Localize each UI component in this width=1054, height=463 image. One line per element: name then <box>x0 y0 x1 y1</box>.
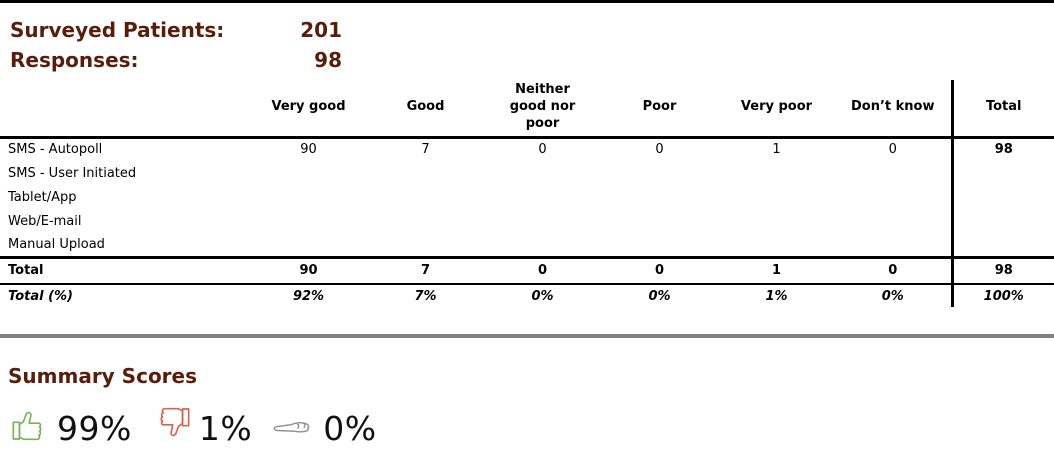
responses-row: Responses: 98 <box>10 45 1054 75</box>
positive-score-item <box>10 405 57 451</box>
total-cell: 7 <box>367 257 484 285</box>
stats-block: Surveyed Patients: 201 Responses: 98 <box>10 15 1054 75</box>
cell-value: 90 <box>300 142 317 158</box>
row-label: Tablet/App <box>8 189 77 205</box>
negative-score-value: 1% <box>198 408 253 448</box>
cell-row-total <box>950 161 1054 185</box>
percent-cell: 92% <box>292 288 325 304</box>
thumbs-down-icon <box>160 407 190 437</box>
cell-value <box>718 161 835 185</box>
cell-row-total <box>950 185 1054 209</box>
col-header-neither: Neither good nor poor <box>484 80 601 139</box>
percent-cell: 1% <box>765 288 788 304</box>
col-header-good: Good <box>367 80 484 139</box>
grand-total-cell: 98 <box>950 257 1054 285</box>
neutral-score-item <box>272 409 323 448</box>
thumbs-up-icon <box>12 411 42 441</box>
cell-value: 1 <box>772 142 781 158</box>
table-percent-row: Total (%) 92% 7% 0% 0% 1% 0% 100% <box>0 284 1054 307</box>
total-cell: 0 <box>601 257 718 285</box>
responses-label: Responses: <box>10 48 139 72</box>
cell-value <box>484 161 601 185</box>
cell-value <box>835 233 952 259</box>
table-row-tablet-app: Tablet/App <box>0 185 1054 209</box>
top-divider <box>0 0 1054 3</box>
percent-cell: 7% <box>414 288 437 304</box>
cell-row-total <box>950 209 1054 233</box>
col-header-poor: Poor <box>601 80 718 139</box>
col-header-total: Total <box>950 80 1054 139</box>
table-row-sms-autopoll: SMS - Autopoll 90 7 0 0 1 0 98 <box>0 137 1054 161</box>
cell-value <box>484 233 601 259</box>
positive-score-value: 99% <box>57 408 132 448</box>
table-row-web-email: Web/E-mail <box>0 209 1054 233</box>
total-cell: 90 <box>250 257 367 285</box>
cell-value: 0 <box>655 142 664 158</box>
pointing-hand-icon <box>273 421 310 432</box>
survey-results-table: Very good Good Neither good nor poor Poo… <box>0 80 1054 307</box>
neutral-score-value: 0% <box>323 408 377 448</box>
total-row-label: Total <box>0 257 250 285</box>
cell-value <box>250 161 367 185</box>
summary-scores-row: 99% 1% 0% <box>10 405 1054 451</box>
percent-cell: 0% <box>881 288 904 304</box>
cell-value <box>250 233 367 259</box>
cell-value <box>484 185 601 209</box>
cell-value: 0 <box>888 142 897 158</box>
cell-value <box>718 185 835 209</box>
percent-cell: 0% <box>648 288 671 304</box>
total-cell: 0 <box>835 257 952 285</box>
col-header-very-good: Very good <box>250 80 367 139</box>
cell-value: 7 <box>421 142 430 158</box>
row-label: SMS - Autopoll <box>8 142 103 158</box>
surveyed-patients-row: Surveyed Patients: 201 <box>10 15 1054 45</box>
cell-value <box>250 185 367 209</box>
cell-value <box>250 209 367 233</box>
percent-row-label: Total (%) <box>8 288 73 304</box>
total-cell: 0 <box>484 257 601 285</box>
surveyed-patients-value: 201 <box>300 18 342 42</box>
table-total-row: Total 90 7 0 0 1 0 98 <box>0 257 1054 285</box>
col-header-dont-know: Don’t know <box>835 80 952 139</box>
cell-row-total <box>950 233 1054 259</box>
cell-value <box>367 209 484 233</box>
cell-value <box>718 209 835 233</box>
cell-value <box>835 161 952 185</box>
summary-scores-title: Summary Scores <box>8 364 198 388</box>
negative-score-item <box>152 405 199 451</box>
col-header-very-poor: Very poor <box>718 80 835 139</box>
row-label: SMS - User Initiated <box>8 165 137 181</box>
surveyed-patients-label: Surveyed Patients: <box>10 18 225 42</box>
cell-value <box>601 185 718 209</box>
table-row-manual-upload: Manual Upload <box>0 233 1054 259</box>
cell-value <box>835 185 952 209</box>
row-label: Web/E-mail <box>8 213 82 229</box>
cell-row-total: 98 <box>950 137 1054 161</box>
cell-value <box>601 209 718 233</box>
total-cell: 1 <box>718 257 835 285</box>
row-label-header <box>0 80 250 139</box>
cell-value <box>601 233 718 259</box>
cell-value <box>601 161 718 185</box>
cell-value <box>718 233 835 259</box>
percent-total-cell: 100% <box>950 284 1054 307</box>
percent-cell: 0% <box>531 288 554 304</box>
table-row-sms-user-initiated: SMS - User Initiated <box>0 161 1054 185</box>
cell-value <box>484 209 601 233</box>
cell-value <box>367 233 484 259</box>
cell-value <box>835 209 952 233</box>
cell-value <box>367 161 484 185</box>
row-label: Manual Upload <box>0 233 250 259</box>
section-divider <box>0 334 1054 338</box>
cell-value <box>367 185 484 209</box>
cell-value: 0 <box>538 142 547 158</box>
header-row: Very good Good Neither good nor poor Poo… <box>0 80 1054 139</box>
responses-value: 98 <box>314 48 342 72</box>
